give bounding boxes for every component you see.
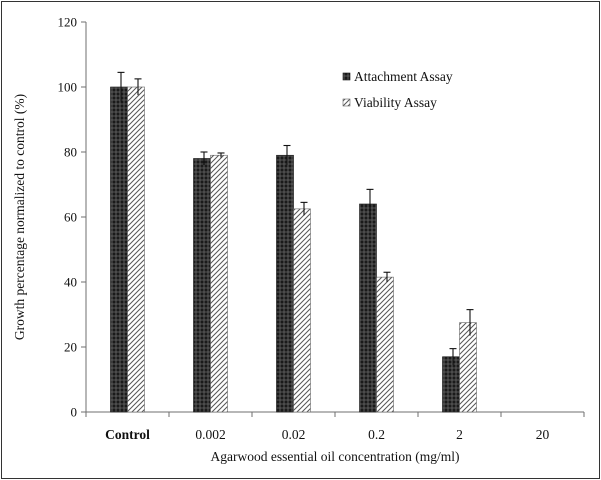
bar-attachment [359,203,377,413]
legend-label-viability: Viability Assay [354,95,437,110]
legend: Attachment Assay Viability Assay [342,69,453,110]
x-tick-label: 0.002 [195,427,225,442]
bar-attachment [276,154,294,413]
y-tick-label: 120 [58,15,78,30]
bar-viability [293,208,311,413]
x-tick-label: 20 [536,427,550,442]
bars [110,86,477,413]
bar-viability [210,154,228,413]
x-axis-title: Agarwood essential oil concentration (mg… [211,449,460,464]
bar-attachment [110,86,128,413]
x-tick-label: Control [105,427,150,442]
y-tick-label: 0 [71,405,78,420]
y-axis-ticks: 0 20 40 60 80 100 120 [58,15,86,420]
x-axis-ticks: Control 0.002 0.02 0.2 2 20 [85,412,585,442]
y-tick-label: 100 [58,80,78,95]
y-tick-label: 80 [64,145,77,160]
y-tick-label: 20 [64,340,77,355]
bar-attachment [442,356,460,413]
y-tick-label: 60 [64,210,77,225]
y-axis-title-group: Growth percentage normalized to control … [12,94,27,340]
x-tick-label: 2 [456,427,463,442]
legend-label-attachment: Attachment Assay [354,69,453,84]
bar-viability [376,276,394,413]
x-tick-label: 0.2 [368,427,385,442]
axes [85,22,584,413]
bar-attachment [193,158,211,413]
x-tick-label: 0.02 [282,427,306,442]
y-tick-label: 40 [64,275,77,290]
legend-swatch-attachment [342,72,351,81]
y-axis-title: Growth percentage normalized to control … [12,94,27,340]
bar-viability [127,86,145,413]
legend-swatch-viability [342,98,351,107]
error-bars [117,71,474,365]
bar-viability [459,322,477,413]
